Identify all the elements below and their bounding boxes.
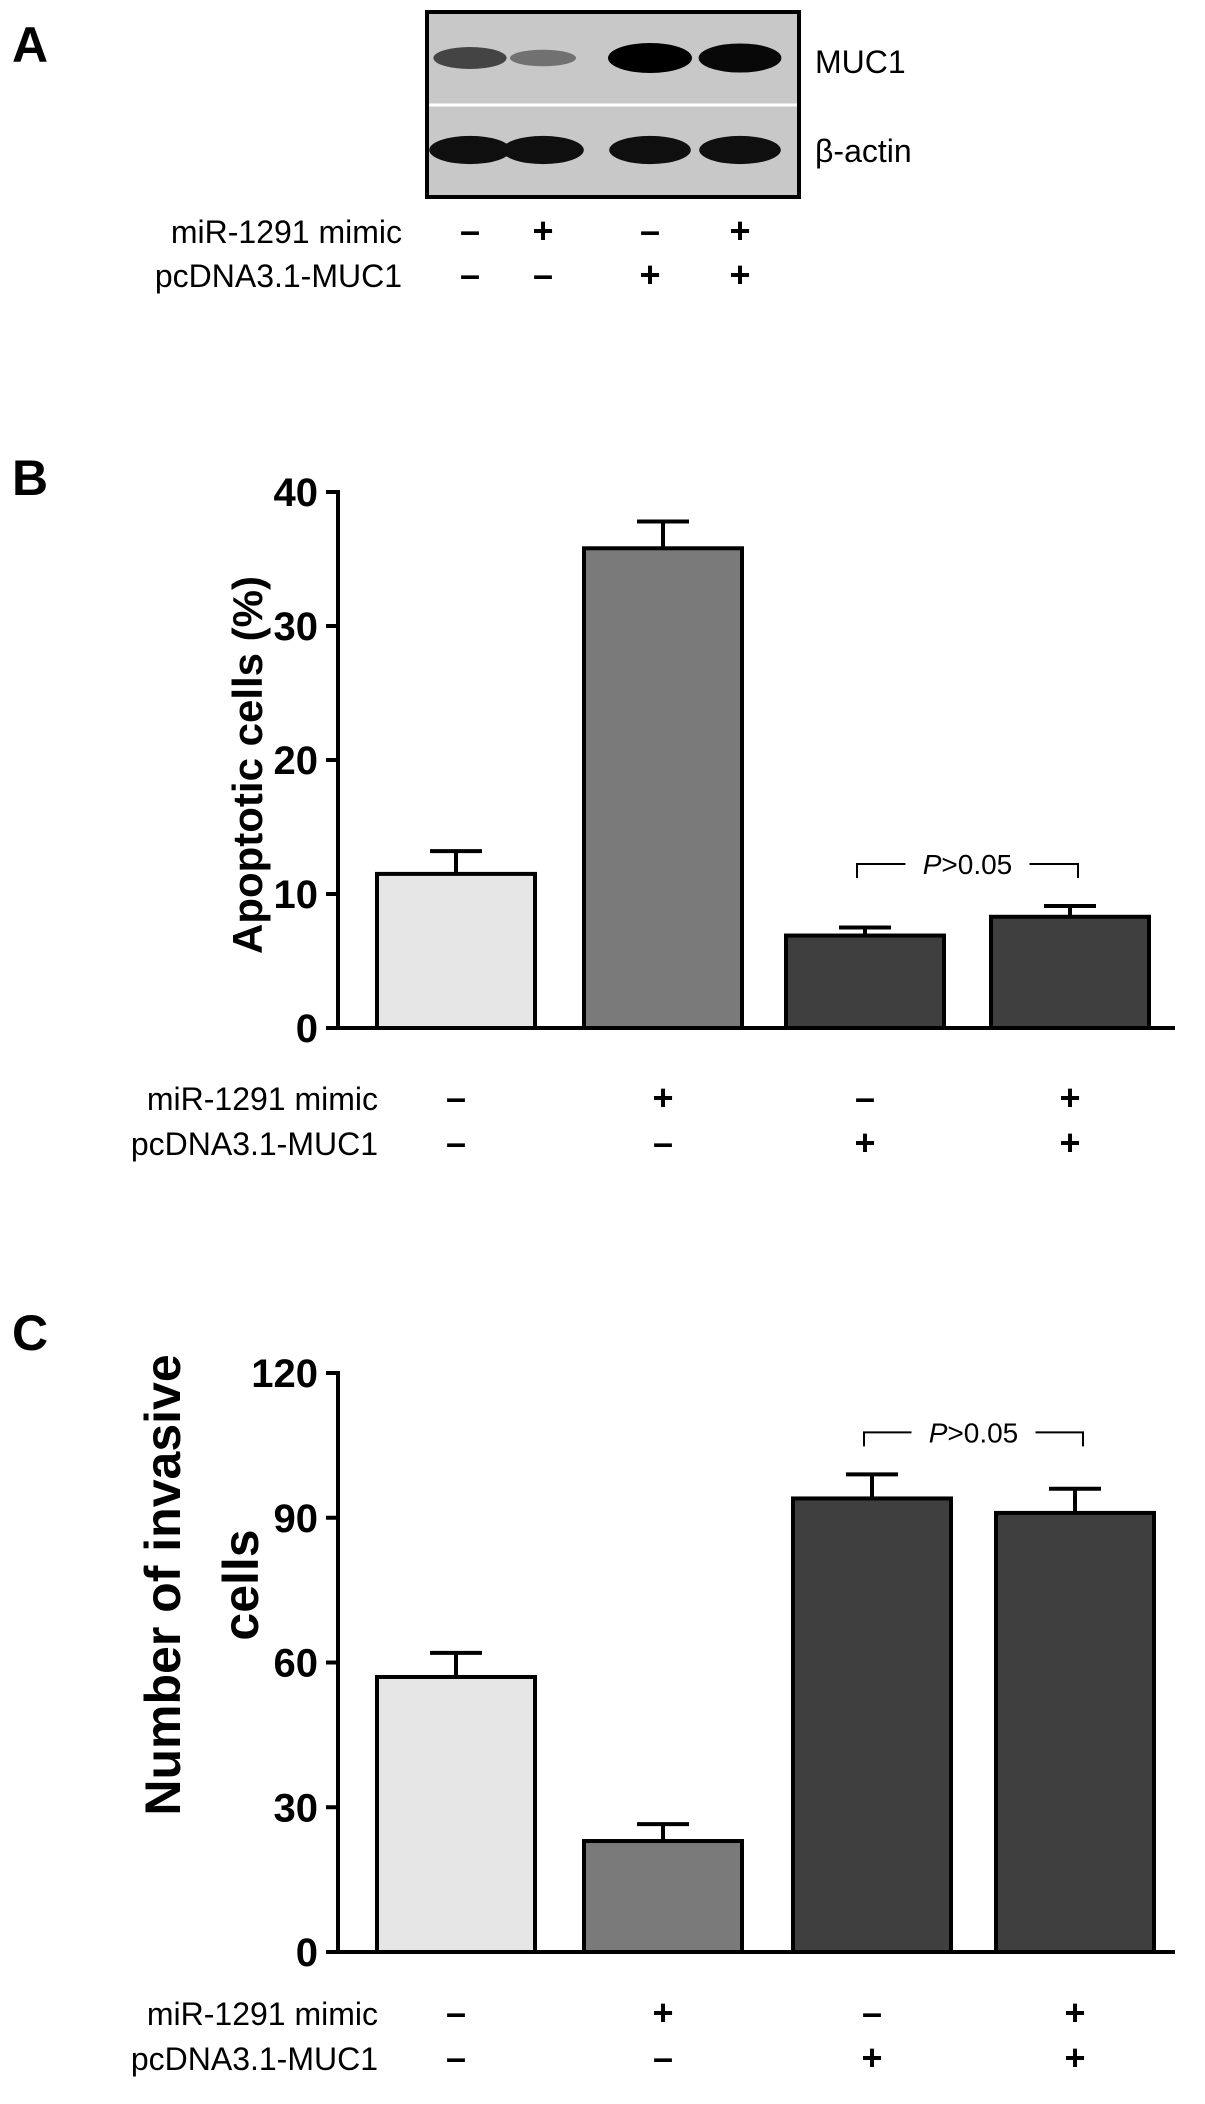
condition-label-mimic-c: miR-1291 mimic — [147, 1996, 378, 2032]
y-tick-label: 0 — [296, 1007, 318, 1051]
bar — [791, 1496, 953, 1954]
blot-band — [510, 49, 576, 67]
band-label-beta-actin: β-actin — [815, 133, 912, 169]
y-tick-label: 30 — [274, 605, 319, 649]
condition-sign: + — [652, 1992, 673, 2033]
blot-band — [429, 135, 511, 165]
condition-label-muc1-c: pcDNA3.1-MUC1 — [131, 2041, 378, 2077]
blot-band — [433, 47, 507, 69]
chart-b: 0 10 20 30 40 P>0.05 — [274, 471, 1175, 1051]
panel-a: A MUC1 β-actin miR-1291 mimic pcDNA3.1-M… — [12, 10, 912, 295]
condition-sign: + — [1064, 1992, 1085, 2033]
significance-bracket-right — [1035, 1431, 1084, 1447]
y-tick-label: 20 — [274, 739, 319, 783]
chart-c-ylabel-line2: cells — [213, 1529, 269, 1640]
bar — [989, 914, 1151, 1031]
y-tick-label: 90 — [274, 1497, 319, 1541]
beta-actin-band-row — [429, 135, 781, 165]
y-tick-label: 60 — [274, 1642, 319, 1686]
blot-band — [698, 43, 782, 73]
condition-sign: + — [729, 210, 750, 251]
condition-sign: + — [1059, 1122, 1080, 1163]
condition-sign: – — [653, 1122, 673, 1163]
condition-sign: + — [1059, 1077, 1080, 1118]
panel-c-letter: C — [12, 1305, 48, 1361]
condition-sign: – — [446, 1077, 466, 1118]
condition-label-muc1-a: pcDNA3.1-MUC1 — [155, 258, 402, 294]
condition-sign: + — [729, 254, 750, 295]
bar — [994, 1510, 1156, 1955]
condition-sign: + — [1064, 2037, 1085, 2078]
bar — [375, 871, 537, 1031]
y-tick-label: 10 — [274, 873, 319, 917]
condition-sign: + — [861, 2037, 882, 2078]
condition-sign: – — [653, 2037, 673, 2078]
blot-band — [502, 135, 584, 165]
condition-sign: – — [855, 1077, 875, 1118]
significance-bracket-left — [863, 1431, 912, 1447]
condition-label-mimic-a: miR-1291 mimic — [171, 214, 402, 250]
band-label-muc1: MUC1 — [815, 44, 906, 80]
y-tick-label: 30 — [274, 1786, 319, 1830]
y-tick-label: 0 — [296, 1931, 318, 1975]
panel-c: C Number of invasive cells 0 30 60 90 120 P>0… — [12, 1305, 1175, 2078]
chart-b-ylabel: Apoptotic cells (%) — [224, 576, 271, 954]
chart-c: 0 30 60 90 120 P>0.05 — [251, 1352, 1175, 1975]
condition-sign: + — [639, 254, 660, 295]
condition-sign: + — [652, 1077, 673, 1118]
condition-signs-a: – + – +– – + + — [460, 210, 751, 295]
blot-band — [609, 135, 691, 165]
condition-sign: – — [460, 254, 480, 295]
condition-label-muc1-b: pcDNA3.1-MUC1 — [131, 1126, 378, 1162]
significance-bracket-left — [856, 863, 906, 879]
blot-band — [699, 135, 781, 165]
bar — [582, 546, 744, 1031]
significance-bracket-right — [1029, 863, 1079, 879]
condition-sign: + — [854, 1122, 875, 1163]
significance-label: P>0.05 — [929, 1417, 1019, 1448]
condition-signs-b: – + – +– – + + — [446, 1077, 1081, 1163]
condition-signs-c: – + – +– – + + — [446, 1992, 1086, 2078]
condition-sign: – — [533, 254, 553, 295]
chart-c-ylabel-line1: Number of invasive — [135, 1354, 191, 1815]
condition-sign: – — [640, 210, 660, 251]
panel-b-letter: B — [12, 450, 48, 506]
condition-sign: – — [446, 1992, 466, 2033]
condition-sign: – — [862, 1992, 882, 2033]
condition-sign: – — [446, 1122, 466, 1163]
bar — [784, 933, 946, 1030]
panel-b: B Apoptotic cells (%) 0 10 20 30 40 P>0.05 mi… — [12, 450, 1175, 1163]
bar — [375, 1674, 537, 1954]
condition-sign: – — [460, 210, 480, 251]
blot-band — [608, 43, 692, 73]
condition-sign: – — [446, 2037, 466, 2078]
muc1-band-row — [433, 43, 782, 73]
condition-label-mimic-b: miR-1291 mimic — [147, 1081, 378, 1117]
y-tick-label: 120 — [251, 1352, 318, 1396]
condition-sign: + — [532, 210, 553, 251]
bar — [582, 1839, 744, 1955]
panel-a-letter: A — [12, 17, 48, 73]
y-tick-label: 40 — [274, 471, 319, 515]
significance-label: P>0.05 — [923, 849, 1013, 880]
